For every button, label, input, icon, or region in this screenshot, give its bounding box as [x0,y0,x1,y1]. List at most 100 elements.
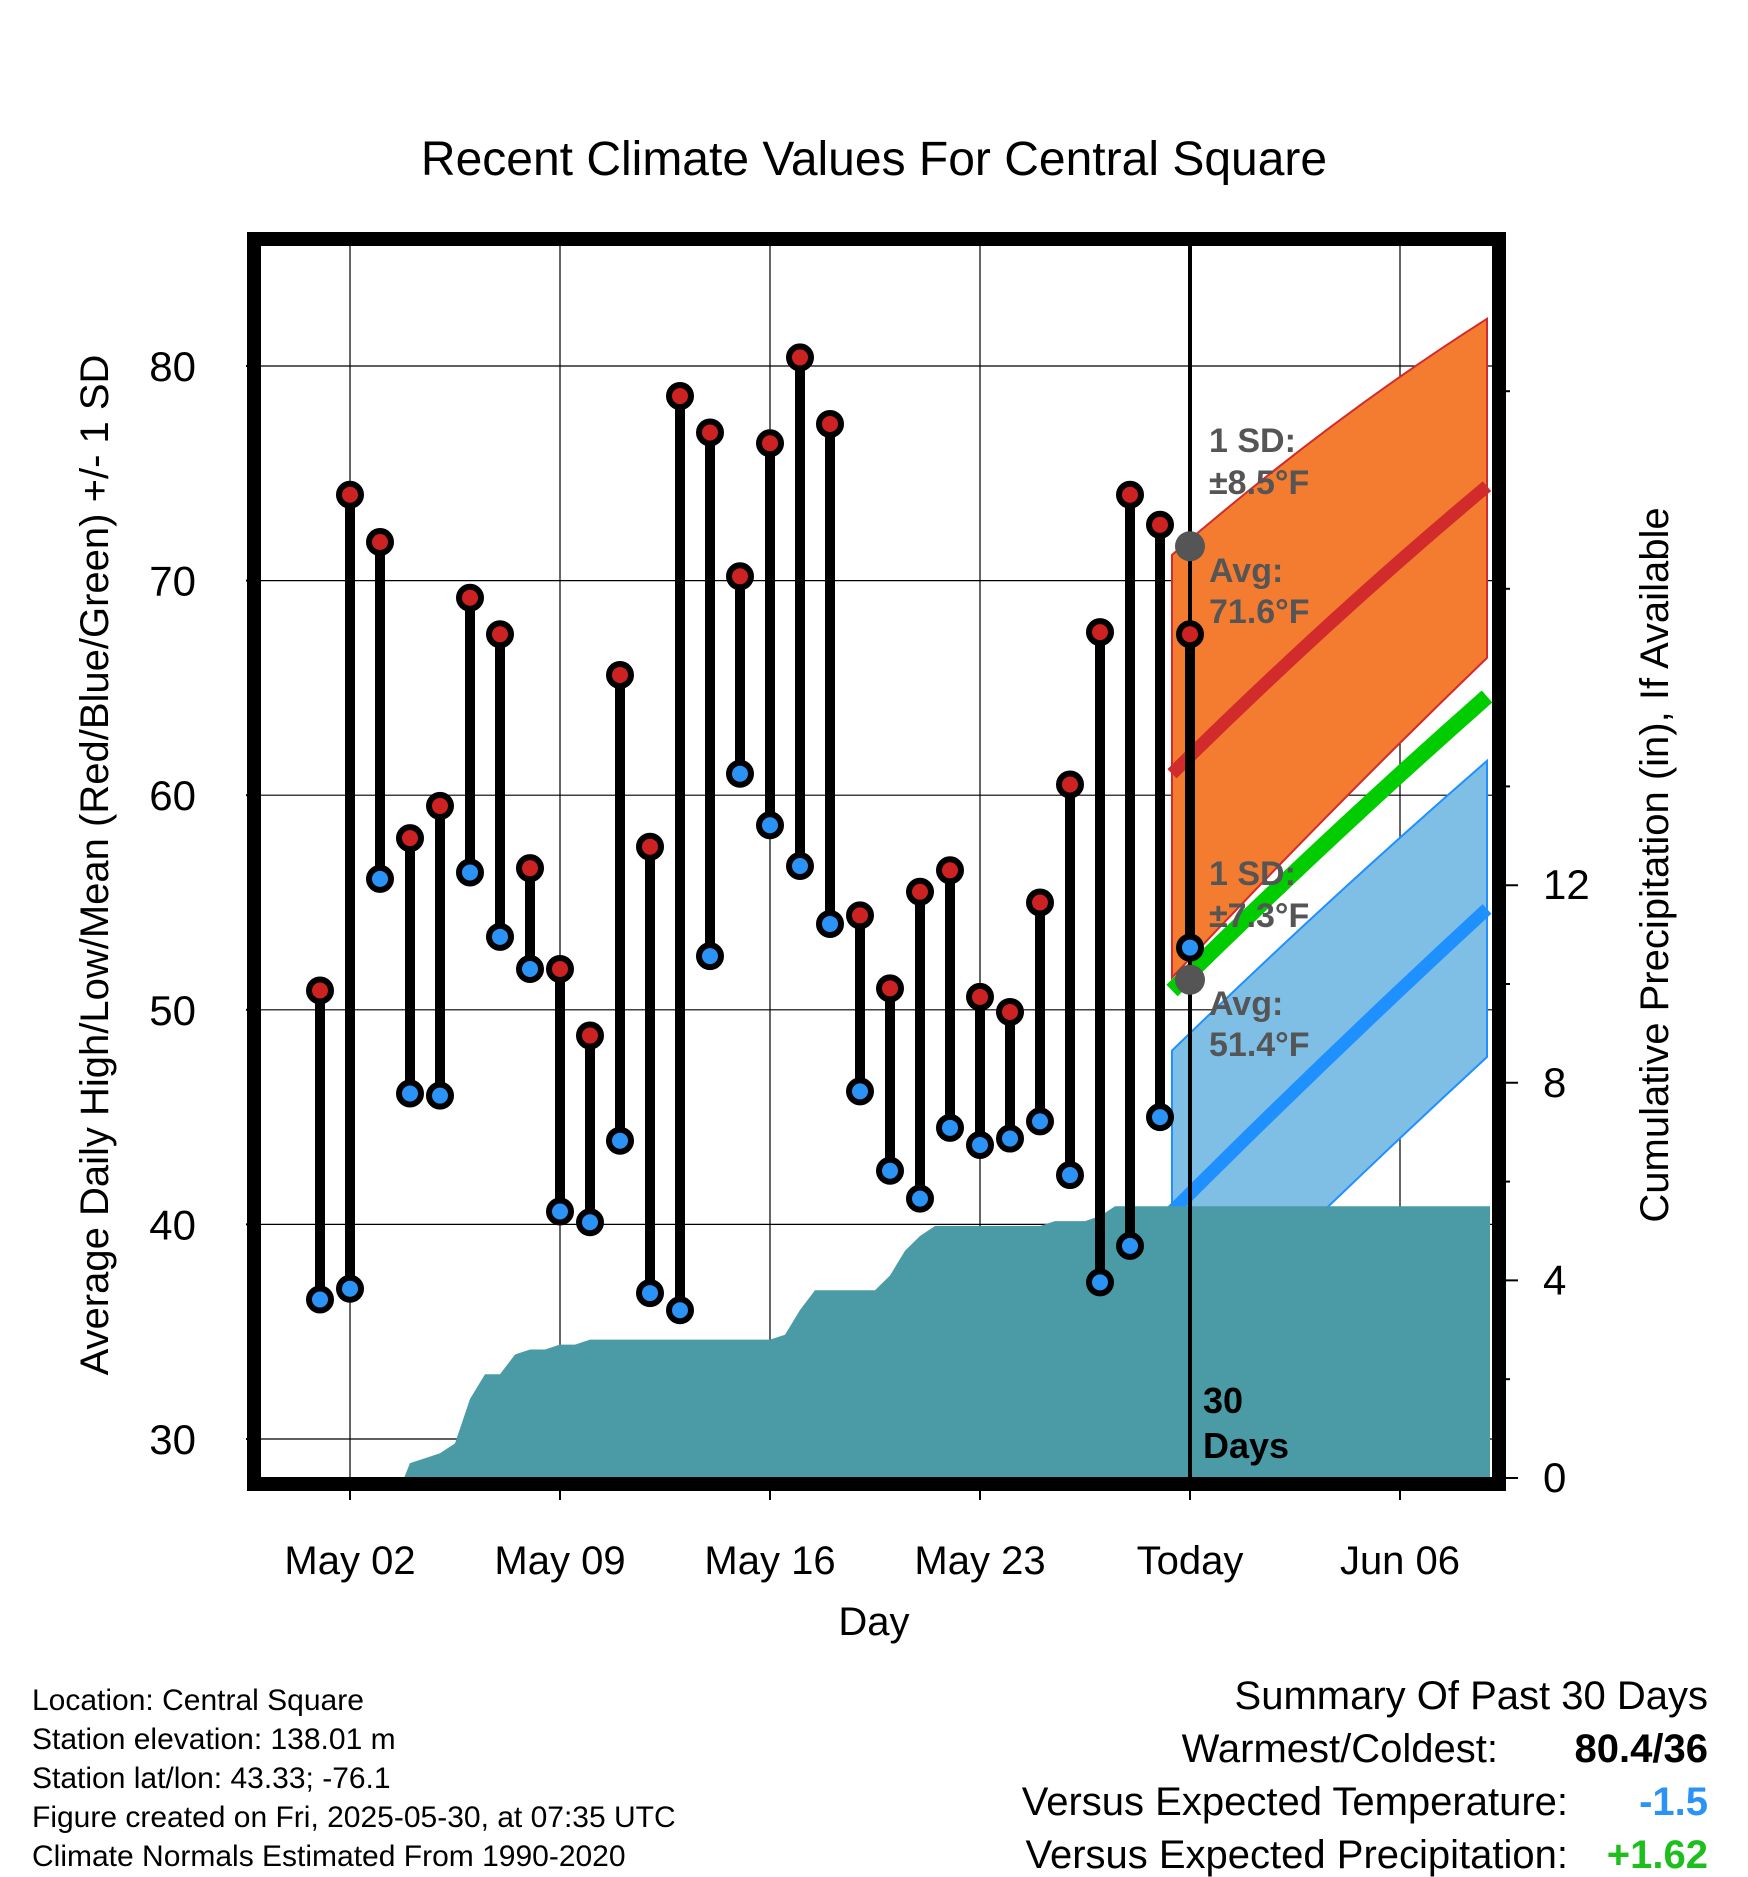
daily-low-point [576,1208,604,1237]
daily-low-point [1176,933,1204,962]
daily-high-point [396,824,424,853]
daily-low-point [846,1077,874,1106]
daily-high-point [816,409,844,438]
summary-title: Summary Of Past 30 Days [1234,1674,1708,1718]
x-tick-label: May 02 [284,1539,415,1583]
daily-low-point [756,811,784,840]
y-right-tick-label: 4 [1543,1256,1566,1303]
daily-high-point [426,791,454,820]
low-avg-title: Avg: [1209,985,1283,1023]
daily-low-point [546,1197,574,1226]
x-tick-label: Today [1137,1539,1244,1583]
daily-high-point [576,1021,604,1050]
daily-high-point [1116,480,1144,509]
daily-low-point [936,1113,964,1142]
daily-high-point [636,832,664,861]
high-sd-value: ±8.5°F [1209,464,1309,502]
high-sd-band [1171,316,1488,981]
high-avg-value: 71.6°F [1209,593,1310,631]
y-left-tick-label: 50 [149,987,196,1034]
elevation-info: Station elevation: 138.01 m [32,1723,396,1756]
precip-vs-expected-value: +1.62 [1606,1833,1708,1877]
daily-high-point [996,997,1024,1026]
daily-low-point [816,909,844,938]
latlon-info: Station lat/lon: 43.33; -76.1 [32,1762,391,1795]
daily-low-point [726,759,754,788]
daily-low-point [606,1126,634,1155]
y-right-tick-label: 0 [1543,1454,1566,1501]
y-left-tick-label: 80 [149,343,196,390]
daily-low-point [696,942,724,971]
precipitation-area [320,1206,1490,1478]
low-avg-value: 51.4°F [1209,1026,1310,1064]
daily-high-point [306,976,334,1005]
daily-high-point [1146,510,1174,539]
daily-high-point [696,418,724,447]
daily-low-point [996,1124,1024,1153]
daily-low-point [456,858,484,887]
high-average-line [1167,481,1492,779]
daily-high-point [516,854,544,883]
daily-low-point [306,1285,334,1314]
warm-cold-value: 80.4/36 [1574,1727,1708,1771]
precip-vs-expected-label: Versus Expected Precipitation: [1025,1833,1568,1877]
daily-low-point [336,1274,364,1303]
temp-vs-expected-label: Versus Expected Temperature: [1021,1780,1568,1824]
daily-high-point [1056,770,1084,799]
x-tick-label: Jun 06 [1340,1539,1460,1583]
daily-high-point [1176,620,1204,649]
daily-high-point [726,562,754,591]
mean-average-line [1166,690,1493,997]
daily-high-point [786,343,814,372]
low-average-marker [1175,964,1205,995]
normals-info: Climate Normals Estimated From 1990-2020 [32,1840,626,1873]
daily-low-point [486,922,514,951]
x-tick-label: May 23 [914,1539,1045,1583]
y-axis-left-label: Average Daily High/Low/Mean (Red/Blue/Gr… [73,355,117,1376]
daily-low-point [1116,1231,1144,1260]
created-info: Figure created on Fri, 2025-05-30, at 07… [32,1801,676,1834]
location-info: Location: Central Square [32,1684,364,1717]
daily-low-point [666,1296,694,1325]
low-average-line [1167,904,1492,1217]
daily-low-point [426,1081,454,1110]
y-left-tick-label: 60 [149,772,196,819]
low-sd-value: ±7.3°F [1209,897,1309,935]
y-axis-right-label: Cumulative Precipitation (in), If Availa… [1633,507,1677,1222]
daily-high-point [336,480,364,509]
daily-high-point [756,429,784,458]
x-tick-label: May 16 [704,1539,835,1583]
daily-high-point [606,661,634,690]
chart-title: Recent Climate Values For Central Square [421,133,1327,186]
y-left-tick-label: 30 [149,1416,196,1463]
climate-chart: Recent Climate Values For Central Square… [73,133,1677,1644]
daily-high-point [546,955,574,984]
daily-low-point [1146,1103,1174,1132]
high-average-marker [1175,531,1205,562]
y-right-tick-label: 12 [1543,861,1590,908]
daily-high-point [1026,888,1054,917]
daily-high-point [456,583,484,612]
high-avg-title: Avg: [1209,552,1283,590]
high-sd-title: 1 SD: [1209,422,1296,460]
temp-vs-expected-value: -1.5 [1639,1780,1708,1824]
daily-low-point [1086,1268,1114,1297]
daily-high-point [486,620,514,649]
daily-low-point [366,864,394,893]
daily-low-point [1056,1161,1084,1190]
daily-low-point [906,1184,934,1213]
y-left-tick-label: 40 [149,1201,196,1248]
plot-interior [260,245,1493,1478]
daily-low-point [786,852,814,881]
daily-high-point [366,527,394,556]
daily-high-point [906,877,934,906]
daily-high-point [936,856,964,885]
daily-low-point [516,955,544,984]
daily-high-point [666,382,694,411]
daily-low-point [966,1130,994,1159]
x-axis-label: Day [838,1600,909,1644]
daily-low-point [1026,1107,1054,1136]
daily-low-point [876,1156,904,1185]
daily-low-point [396,1079,424,1108]
plot-frame [247,232,1506,1491]
